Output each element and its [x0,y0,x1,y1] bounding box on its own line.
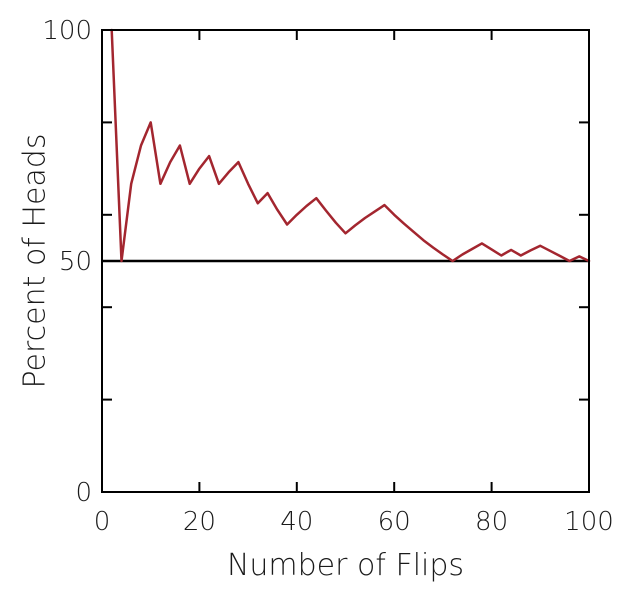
tick-labels: 0 20 40 60 80 100 0 50 100 [42,16,613,537]
x-tick-label: 60 [378,507,411,537]
percent-heads-line [110,28,591,263]
x-tick-label: 40 [280,507,313,537]
x-tick-label: 100 [564,507,614,537]
x-tick-label: 0 [94,507,111,537]
y-tick-label: 0 [75,478,92,508]
plot-frame [101,29,590,493]
x-tick-label: 80 [475,507,508,537]
y-tick-label: 100 [42,16,92,46]
x-tick-label: 20 [183,507,216,537]
x-axis-label: Number of Flips [227,548,464,583]
y-tick-label: 50 [59,247,92,277]
y-axis-label: Percent of Heads [18,134,53,389]
